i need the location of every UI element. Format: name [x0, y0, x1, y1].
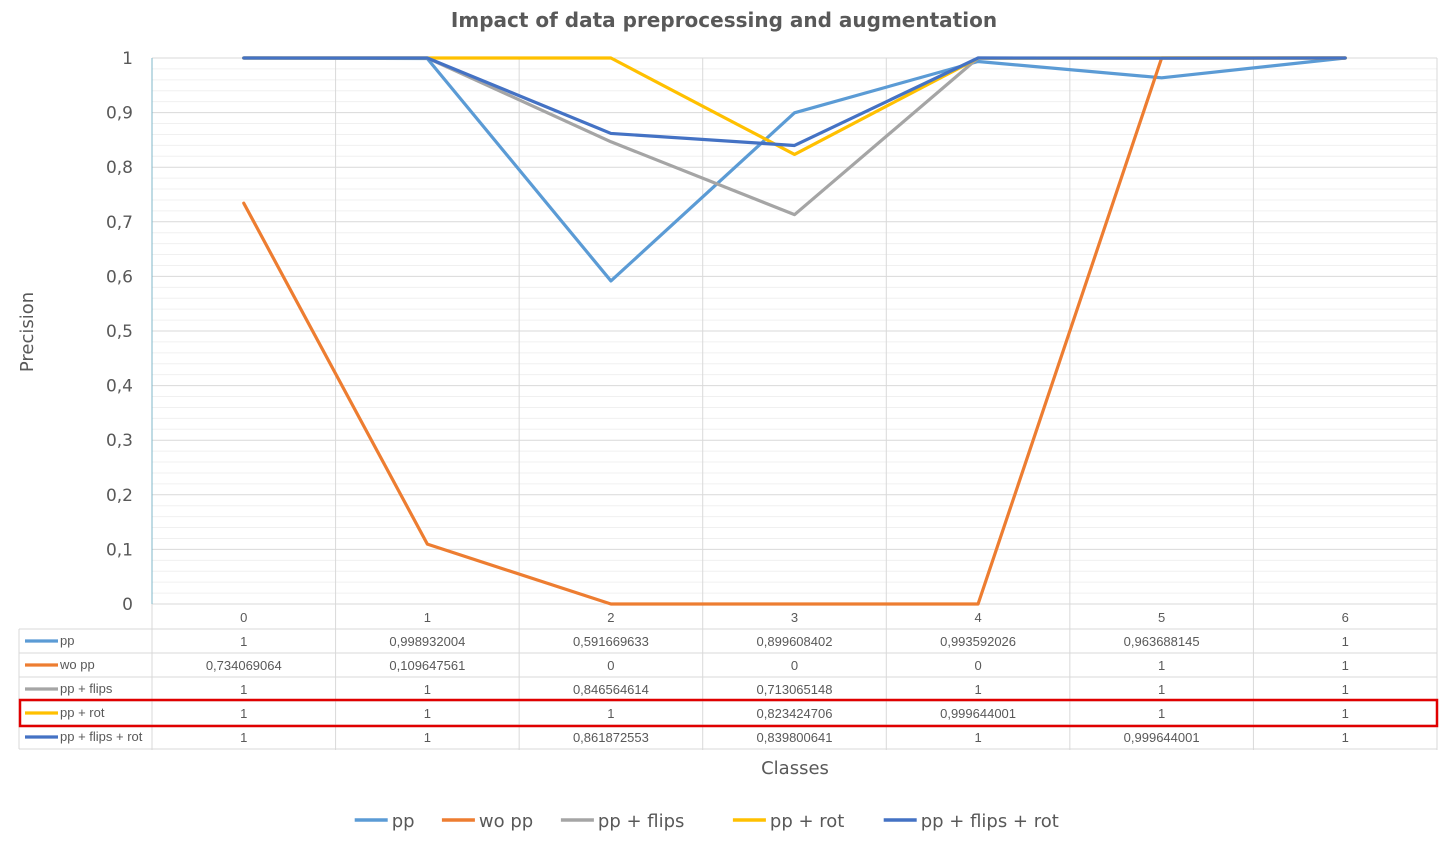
- table-cell: 1: [424, 682, 431, 697]
- legend: pp wo pp pp + flips pp + rot pp + flips + ro…: [354, 811, 1059, 832]
- legend-label: pp + flips: [598, 811, 685, 832]
- table-cell: 0,591669633: [573, 634, 649, 649]
- y-tick-label: 0,8: [106, 158, 133, 178]
- table-row-label: wo pp: [59, 657, 95, 672]
- series-line-0: [242, 56, 1347, 283]
- y-tick-label: 0,7: [106, 213, 133, 233]
- table-cell: 0,109647561: [389, 658, 465, 673]
- table-row-label: pp + flips: [60, 681, 113, 696]
- highlight-box: [18, 698, 1439, 728]
- table-cell: 0: [607, 658, 614, 673]
- data-table: pp 1 0,998932004 0,591669633 0,899608402 0,99…: [18, 628, 1439, 750]
- table-cell: 1: [424, 706, 431, 721]
- y-tick-label: 0,2: [106, 486, 133, 506]
- series-line-2: [242, 56, 1347, 217]
- table-cell: 1: [1158, 706, 1165, 721]
- x-tick-label: 6: [1342, 610, 1349, 625]
- x-tick-label: 2: [607, 610, 614, 625]
- table-cell: 1: [607, 706, 614, 721]
- x-axis-title: Classes: [761, 758, 829, 779]
- x-tick-label: 1: [424, 610, 431, 625]
- table-cell: 0,998932004: [389, 634, 465, 649]
- table-cell: 0: [974, 658, 981, 673]
- table-cell: 0,823424706: [757, 706, 833, 721]
- y-axis-title: Precision: [17, 292, 38, 372]
- y-tick-label: 0,6: [106, 267, 133, 287]
- table-cell: 0: [791, 658, 798, 673]
- table-cell: 0,839800641: [757, 730, 833, 745]
- table-cell: 1: [974, 730, 981, 745]
- y-tick-label: 0,1: [106, 540, 133, 560]
- legend-label: pp + rot: [770, 811, 844, 832]
- legend-label: pp: [392, 811, 415, 832]
- gridlines: [151, 57, 1438, 750]
- table-row-label: pp: [60, 633, 74, 648]
- y-tick-label: 1: [122, 49, 133, 69]
- series-line-3: [242, 56, 1347, 157]
- table-cell: 1: [1158, 682, 1165, 697]
- table-cell: 0,861872553: [573, 730, 649, 745]
- table-cell: 1: [1342, 634, 1349, 649]
- y-tick-label: 0,9: [106, 104, 133, 124]
- x-tick-label: 4: [974, 610, 981, 625]
- x-tick-label: 0: [240, 610, 247, 625]
- table-cell: 0,993592026: [940, 634, 1016, 649]
- table-cell: 0,899608402: [757, 634, 833, 649]
- series-line-4: [242, 56, 1347, 148]
- table-cell: 1: [424, 730, 431, 745]
- table-cell: 1: [1342, 730, 1349, 745]
- y-tick-label: 0,5: [106, 322, 133, 342]
- table-cell: 0,963688145: [1124, 634, 1200, 649]
- table-cell: 1: [1342, 658, 1349, 673]
- table-cell: 0,846564614: [573, 682, 649, 697]
- table-row-label: pp + flips + rot: [60, 729, 143, 744]
- table-cell: 1: [1342, 682, 1349, 697]
- table-cell: 1: [1158, 658, 1165, 673]
- y-tick-label: 0: [122, 595, 133, 615]
- table-cell: 1: [974, 682, 981, 697]
- table-cell: 1: [240, 730, 247, 745]
- legend-label: wo pp: [479, 811, 533, 832]
- y-axis-ticks: 0 0,1 0,2 0,3 0,4 0,5 0,6 0,7 0,8 0,9 1: [106, 49, 133, 615]
- table-cell: 1: [240, 706, 247, 721]
- chart-title: Impact of data preprocessing and augment…: [451, 8, 997, 32]
- y-tick-label: 0,4: [106, 377, 133, 397]
- table-cell: 1: [1342, 706, 1349, 721]
- table-cell: 0,999644001: [1124, 730, 1200, 745]
- series-lines: [242, 56, 1347, 606]
- table-cell: 1: [240, 634, 247, 649]
- table-cell: 0,999644001: [940, 706, 1016, 721]
- table-cell: 0,734069064: [206, 658, 282, 673]
- legend-label: pp + flips + rot: [921, 811, 1059, 832]
- table-row-label: pp + rot: [60, 705, 105, 720]
- x-tick-label: 3: [791, 610, 798, 625]
- table-cell: 1: [240, 682, 247, 697]
- x-tick-label: 5: [1158, 610, 1165, 625]
- table-cell: 0,713065148: [757, 682, 833, 697]
- x-axis-ticks: 0 1 2 3 4 5 6: [240, 610, 1349, 625]
- y-tick-label: 0,3: [106, 431, 133, 451]
